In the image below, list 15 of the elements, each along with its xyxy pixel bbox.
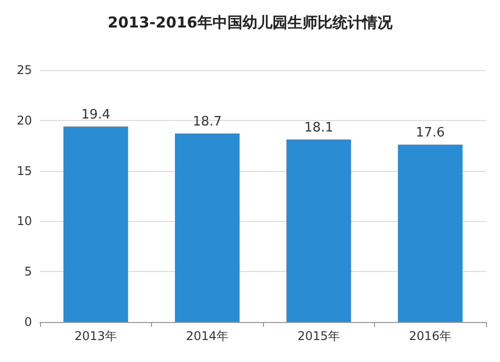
- y-tick-label: 20: [16, 113, 32, 128]
- data-label: 19.4: [81, 107, 110, 122]
- y-tick-label: 15: [16, 164, 32, 178]
- x-tick-label: 2013年: [74, 329, 118, 343]
- y-tick-label: 10: [16, 214, 32, 228]
- y-tick-label: 25: [16, 63, 32, 77]
- x-tick-label: 2016年: [408, 329, 452, 343]
- data-label: 18.7: [192, 114, 222, 130]
- y-tick-label: 0: [24, 315, 32, 329]
- x-tick-label: 2015年: [297, 329, 340, 343]
- chart-title: 2013-2016年中国幼儿园生师比统计情况: [108, 14, 394, 32]
- x-tick-label: 2014年: [186, 329, 229, 343]
- data-label: 18.1: [304, 120, 334, 136]
- y-tick-label: 5: [24, 264, 32, 279]
- data-label: 17.6: [416, 126, 445, 141]
